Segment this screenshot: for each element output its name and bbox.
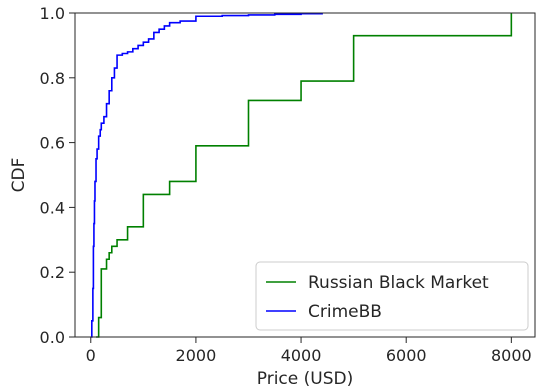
x-tick-label: 8000 xyxy=(491,346,532,365)
x-tick-label: 4000 xyxy=(281,346,322,365)
x-axis-label: Price (USD) xyxy=(257,369,353,389)
y-axis-label: CDF xyxy=(9,158,29,193)
series-line-russian-black-market xyxy=(96,13,513,338)
y-tick-label: 0.6 xyxy=(40,134,65,153)
legend-box xyxy=(255,261,529,331)
y-axis-ticks: 0.0 0.2 0.4 0.6 0.8 1.0 xyxy=(40,4,75,347)
x-tick-label: 2000 xyxy=(176,346,217,365)
y-tick-label: 0.4 xyxy=(40,198,65,217)
x-axis-ticks: 0 2000 4000 6000 8000 xyxy=(86,337,532,365)
y-tick-label: 0.2 xyxy=(40,263,65,282)
y-tick-label: 1.0 xyxy=(40,4,65,23)
plot-frame xyxy=(74,12,536,338)
legend-label-russian-black-market: Russian Black Market xyxy=(308,273,489,293)
x-tick-label: 6000 xyxy=(386,346,427,365)
y-tick-label: 0.8 xyxy=(40,69,65,88)
legend: Russian Black Market CrimeBB xyxy=(255,261,529,331)
y-tick-label: 0.0 xyxy=(40,328,65,347)
x-tick-label: 0 xyxy=(86,346,96,365)
legend-label-crimebb: CrimeBB xyxy=(308,302,382,322)
series-line-crimebb xyxy=(90,12,323,338)
plot-series xyxy=(90,12,513,338)
